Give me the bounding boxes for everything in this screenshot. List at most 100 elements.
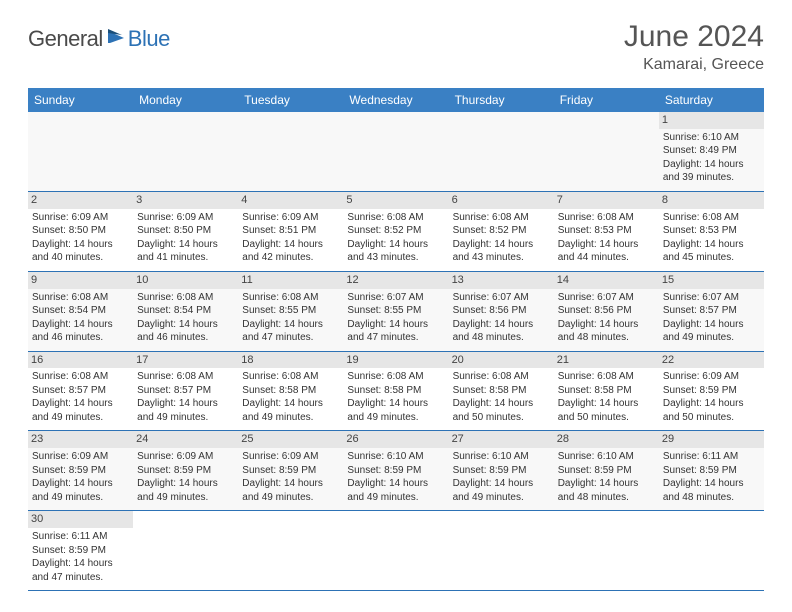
calendar-day-cell: 1Sunrise: 6:10 AMSunset: 8:49 PMDaylight… — [659, 112, 764, 191]
sunrise-line: Sunrise: 6:10 AM — [558, 450, 655, 464]
calendar-day-cell: 28Sunrise: 6:10 AMSunset: 8:59 PMDayligh… — [554, 431, 659, 511]
logo-text-general: General — [28, 26, 103, 52]
logo-text-blue: Blue — [128, 26, 170, 52]
calendar-day-cell: 20Sunrise: 6:08 AMSunset: 8:58 PMDayligh… — [449, 351, 554, 431]
calendar-day-cell: 27Sunrise: 6:10 AMSunset: 8:59 PMDayligh… — [449, 431, 554, 511]
sunrise-line: Sunrise: 6:09 AM — [663, 370, 760, 384]
daylight-line: Daylight: 14 hours and 49 minutes. — [453, 477, 550, 504]
day-number: 6 — [449, 192, 554, 209]
daylight-line: Daylight: 14 hours and 43 minutes. — [453, 238, 550, 265]
daylight-line: Daylight: 14 hours and 46 minutes. — [32, 318, 129, 345]
calendar-empty-cell — [449, 511, 554, 591]
calendar-day-cell: 16Sunrise: 6:08 AMSunset: 8:57 PMDayligh… — [28, 351, 133, 431]
calendar-empty-cell — [343, 511, 448, 591]
sunset-line: Sunset: 8:51 PM — [242, 224, 339, 238]
calendar-day-cell: 24Sunrise: 6:09 AMSunset: 8:59 PMDayligh… — [133, 431, 238, 511]
sunrise-line: Sunrise: 6:07 AM — [347, 291, 444, 305]
calendar-week-row: 9Sunrise: 6:08 AMSunset: 8:54 PMDaylight… — [28, 271, 764, 351]
calendar-day-cell: 25Sunrise: 6:09 AMSunset: 8:59 PMDayligh… — [238, 431, 343, 511]
calendar-day-cell: 21Sunrise: 6:08 AMSunset: 8:58 PMDayligh… — [554, 351, 659, 431]
calendar-empty-cell — [659, 511, 764, 591]
weekday-header: Sunday — [28, 88, 133, 112]
sunset-line: Sunset: 8:59 PM — [137, 464, 234, 478]
sunrise-line: Sunrise: 6:10 AM — [453, 450, 550, 464]
sunrise-line: Sunrise: 6:09 AM — [242, 211, 339, 225]
sunset-line: Sunset: 8:52 PM — [347, 224, 444, 238]
weekday-header: Friday — [554, 88, 659, 112]
calendar-day-cell: 30Sunrise: 6:11 AMSunset: 8:59 PMDayligh… — [28, 511, 133, 591]
sunrise-line: Sunrise: 6:09 AM — [32, 211, 129, 225]
sunset-line: Sunset: 8:56 PM — [558, 304, 655, 318]
weekday-header: Monday — [133, 88, 238, 112]
sunrise-line: Sunrise: 6:08 AM — [663, 211, 760, 225]
day-number: 14 — [554, 272, 659, 289]
daylight-line: Daylight: 14 hours and 48 minutes. — [663, 477, 760, 504]
sunrise-line: Sunrise: 6:08 AM — [558, 211, 655, 225]
calendar-day-cell: 5Sunrise: 6:08 AMSunset: 8:52 PMDaylight… — [343, 191, 448, 271]
calendar-week-row: 23Sunrise: 6:09 AMSunset: 8:59 PMDayligh… — [28, 431, 764, 511]
calendar-empty-cell — [554, 112, 659, 191]
day-number: 21 — [554, 352, 659, 369]
calendar-day-cell: 11Sunrise: 6:08 AMSunset: 8:55 PMDayligh… — [238, 271, 343, 351]
daylight-line: Daylight: 14 hours and 50 minutes. — [453, 397, 550, 424]
day-number: 5 — [343, 192, 448, 209]
sunrise-line: Sunrise: 6:08 AM — [242, 291, 339, 305]
daylight-line: Daylight: 14 hours and 42 minutes. — [242, 238, 339, 265]
day-number: 4 — [238, 192, 343, 209]
calendar-day-cell: 4 Sunrise: 6:09 AMSunset: 8:51 PMDaylight… — [238, 191, 343, 271]
day-number: 26 — [343, 431, 448, 448]
sunset-line: Sunset: 8:58 PM — [558, 384, 655, 398]
sunrise-line: Sunrise: 6:08 AM — [137, 370, 234, 384]
sunrise-line: Sunrise: 6:11 AM — [663, 450, 760, 464]
day-number: 29 — [659, 431, 764, 448]
calendar-day-cell: 17Sunrise: 6:08 AMSunset: 8:57 PMDayligh… — [133, 351, 238, 431]
daylight-line: Daylight: 14 hours and 39 minutes. — [663, 158, 760, 185]
sunrise-line: Sunrise: 6:10 AM — [663, 131, 760, 145]
calendar-day-cell: 19Sunrise: 6:08 AMSunset: 8:58 PMDayligh… — [343, 351, 448, 431]
weekday-header: Tuesday — [238, 88, 343, 112]
sunset-line: Sunset: 8:57 PM — [32, 384, 129, 398]
sunset-line: Sunset: 8:59 PM — [663, 384, 760, 398]
day-number: 7 — [554, 192, 659, 209]
sunset-line: Sunset: 8:52 PM — [453, 224, 550, 238]
sunrise-line: Sunrise: 6:07 AM — [453, 291, 550, 305]
daylight-line: Daylight: 14 hours and 46 minutes. — [137, 318, 234, 345]
daylight-line: Daylight: 14 hours and 48 minutes. — [558, 318, 655, 345]
calendar-week-row: 2Sunrise: 6:09 AMSunset: 8:50 PMDaylight… — [28, 191, 764, 271]
sunset-line: Sunset: 8:59 PM — [242, 464, 339, 478]
sunrise-line: Sunrise: 6:08 AM — [453, 370, 550, 384]
calendar-day-cell: 12Sunrise: 6:07 AMSunset: 8:55 PMDayligh… — [343, 271, 448, 351]
calendar-day-cell: 18Sunrise: 6:08 AMSunset: 8:58 PMDayligh… — [238, 351, 343, 431]
day-number: 13 — [449, 272, 554, 289]
sunset-line: Sunset: 8:58 PM — [347, 384, 444, 398]
sunset-line: Sunset: 8:59 PM — [558, 464, 655, 478]
day-number: 15 — [659, 272, 764, 289]
sunrise-line: Sunrise: 6:08 AM — [32, 291, 129, 305]
daylight-line: Daylight: 14 hours and 49 minutes. — [242, 477, 339, 504]
calendar-day-cell: 23Sunrise: 6:09 AMSunset: 8:59 PMDayligh… — [28, 431, 133, 511]
sunrise-line: Sunrise: 6:08 AM — [347, 211, 444, 225]
sunset-line: Sunset: 8:59 PM — [32, 464, 129, 478]
daylight-line: Daylight: 14 hours and 49 minutes. — [242, 397, 339, 424]
sunrise-line: Sunrise: 6:09 AM — [137, 450, 234, 464]
page-header: General Blue June 2024 Kamarai, Greece — [28, 20, 764, 74]
sunset-line: Sunset: 8:59 PM — [453, 464, 550, 478]
daylight-line: Daylight: 14 hours and 47 minutes. — [242, 318, 339, 345]
day-number: 3 — [133, 192, 238, 209]
day-number: 22 — [659, 352, 764, 369]
daylight-line: Daylight: 14 hours and 49 minutes. — [347, 397, 444, 424]
daylight-line: Daylight: 14 hours and 49 minutes. — [32, 397, 129, 424]
day-number: 25 — [238, 431, 343, 448]
month-title: June 2024 — [624, 20, 764, 54]
day-number: 17 — [133, 352, 238, 369]
day-number: 24 — [133, 431, 238, 448]
calendar-empty-cell — [238, 112, 343, 191]
logo-flag-icon — [108, 29, 126, 43]
calendar-empty-cell — [133, 511, 238, 591]
sunset-line: Sunset: 8:58 PM — [453, 384, 550, 398]
weekday-header-row: SundayMondayTuesdayWednesdayThursdayFrid… — [28, 88, 764, 112]
sunrise-line: Sunrise: 6:08 AM — [558, 370, 655, 384]
sunset-line: Sunset: 8:53 PM — [558, 224, 655, 238]
sunrise-line: Sunrise: 6:11 AM — [32, 530, 129, 544]
day-number: 12 — [343, 272, 448, 289]
